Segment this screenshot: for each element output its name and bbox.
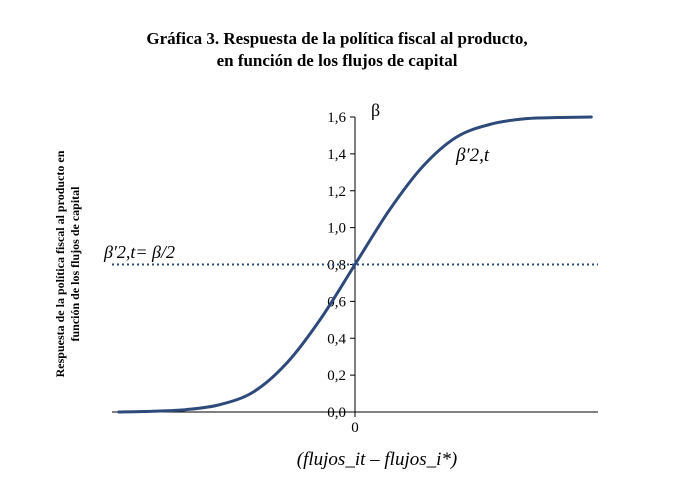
- y-tick-label: 0,4: [327, 331, 346, 347]
- x-axis-label: (flujos_it – flujos_i*): [297, 449, 457, 470]
- y-tick-label: 1,2: [327, 184, 346, 200]
- series-group: [117, 115, 593, 414]
- chart-title: Gráfica 3. Respuesta de la política fisc…: [0, 28, 674, 72]
- x-tick-label: 0: [351, 420, 359, 436]
- series-line: [117, 115, 593, 414]
- reference-line-label: β′2,t= β/2: [103, 242, 175, 262]
- y-tick-label: 1,4: [327, 147, 346, 163]
- y-tick-label: 0,6: [327, 294, 346, 310]
- curve-label: β′2,t: [455, 145, 490, 166]
- y-tick-label: 0,8: [327, 258, 346, 274]
- y-axis-symbol-label: β: [371, 100, 380, 120]
- labels-group: β β′2,t β′2,t= β/2 (flujos_it – flujos_i*): [103, 100, 490, 470]
- y-tick-label: 1,0: [327, 221, 346, 237]
- axes: 0,0 0,2 0,4 0,6 0,8 1,0 1,2 1,4 1,6 0: [112, 110, 598, 436]
- y-tick-label: 0,2: [327, 368, 346, 384]
- chart-title-line-1: Gráfica 3. Respuesta de la política fisc…: [146, 29, 528, 48]
- y-tick-label: 1,6: [327, 110, 346, 126]
- y-tick-label: 0,0: [327, 405, 346, 421]
- chart-title-line-2: en función de los flujos de capital: [216, 51, 458, 70]
